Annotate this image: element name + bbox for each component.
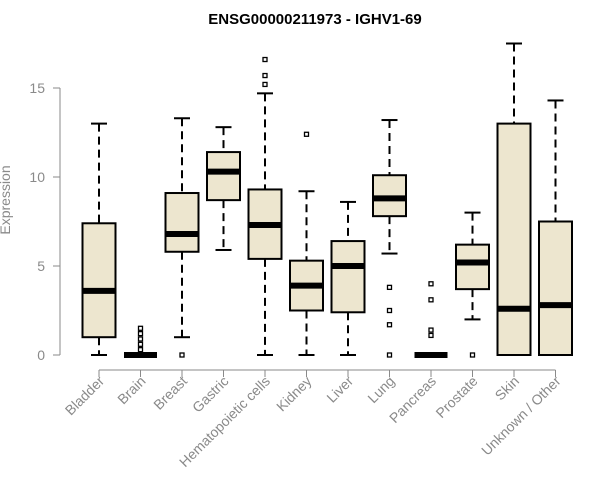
outlier-point [469, 352, 476, 358]
x-tick-label: Lung [364, 373, 397, 406]
box-group-2 [164, 117, 200, 358]
y-tick-label: 10 [29, 169, 45, 185]
outlier-point [179, 352, 185, 358]
box-group-6 [330, 200, 366, 356]
box-group-8 [414, 281, 448, 358]
y-tick-label: 5 [37, 258, 45, 274]
box-group-4 [247, 56, 283, 356]
iqr-box [538, 220, 573, 356]
outlier-point [262, 81, 268, 88]
x-tick-label: Breast [150, 373, 190, 413]
outlier-point [386, 322, 393, 328]
outlier-point [137, 347, 144, 353]
x-tick-label: Bladder [62, 373, 108, 419]
x-tick-label: Liver [323, 373, 356, 406]
x-tick-label: Kidney [273, 373, 315, 415]
outlier-point [386, 352, 393, 358]
box-group-10 [496, 42, 532, 356]
x-tick-label: Unknown / Other [478, 373, 564, 459]
outlier-point [428, 281, 434, 287]
outlier-point [137, 341, 144, 347]
iqr-box [455, 243, 490, 291]
plot-area [81, 42, 573, 358]
box-group-5 [289, 131, 324, 356]
iqr-box [164, 192, 200, 253]
outlier-point [386, 284, 393, 291]
x-tick-label: Skin [492, 373, 523, 404]
x-tick-label: Prostate [432, 373, 480, 421]
box-group-7 [372, 119, 407, 358]
outlier-point [428, 332, 434, 339]
y-tick-label: 15 [29, 80, 45, 96]
outlier-point [137, 325, 144, 331]
box-group-3 [206, 126, 241, 251]
outlier-point [428, 297, 434, 303]
outlier-point [262, 72, 268, 79]
chart-title: ENSG00000211973 - IGHV1-69 [208, 11, 421, 28]
y-ticks: 0 5 10 15 [29, 80, 60, 363]
outlier-point [386, 307, 393, 314]
iqr-box [206, 151, 241, 202]
outlier-point [428, 327, 434, 333]
outlier-point [262, 56, 268, 63]
box-group-11 [538, 99, 573, 356]
box-group-9 [455, 211, 490, 358]
outlier-point [303, 131, 310, 137]
iqr-box [330, 240, 366, 314]
box-group-1 [124, 325, 157, 358]
outlier-point [137, 336, 144, 342]
iqr-box [496, 122, 532, 356]
iqr-box [81, 222, 117, 339]
y-tick-label: 0 [37, 347, 45, 363]
outlier-point [137, 330, 144, 337]
y-axis-label: Expression [0, 165, 13, 234]
y-axis: 0 5 10 15 Expression [0, 80, 61, 363]
x-ticks [98, 370, 556, 377]
box-group-0 [81, 122, 117, 356]
x-tick-label: Brain [114, 373, 148, 407]
